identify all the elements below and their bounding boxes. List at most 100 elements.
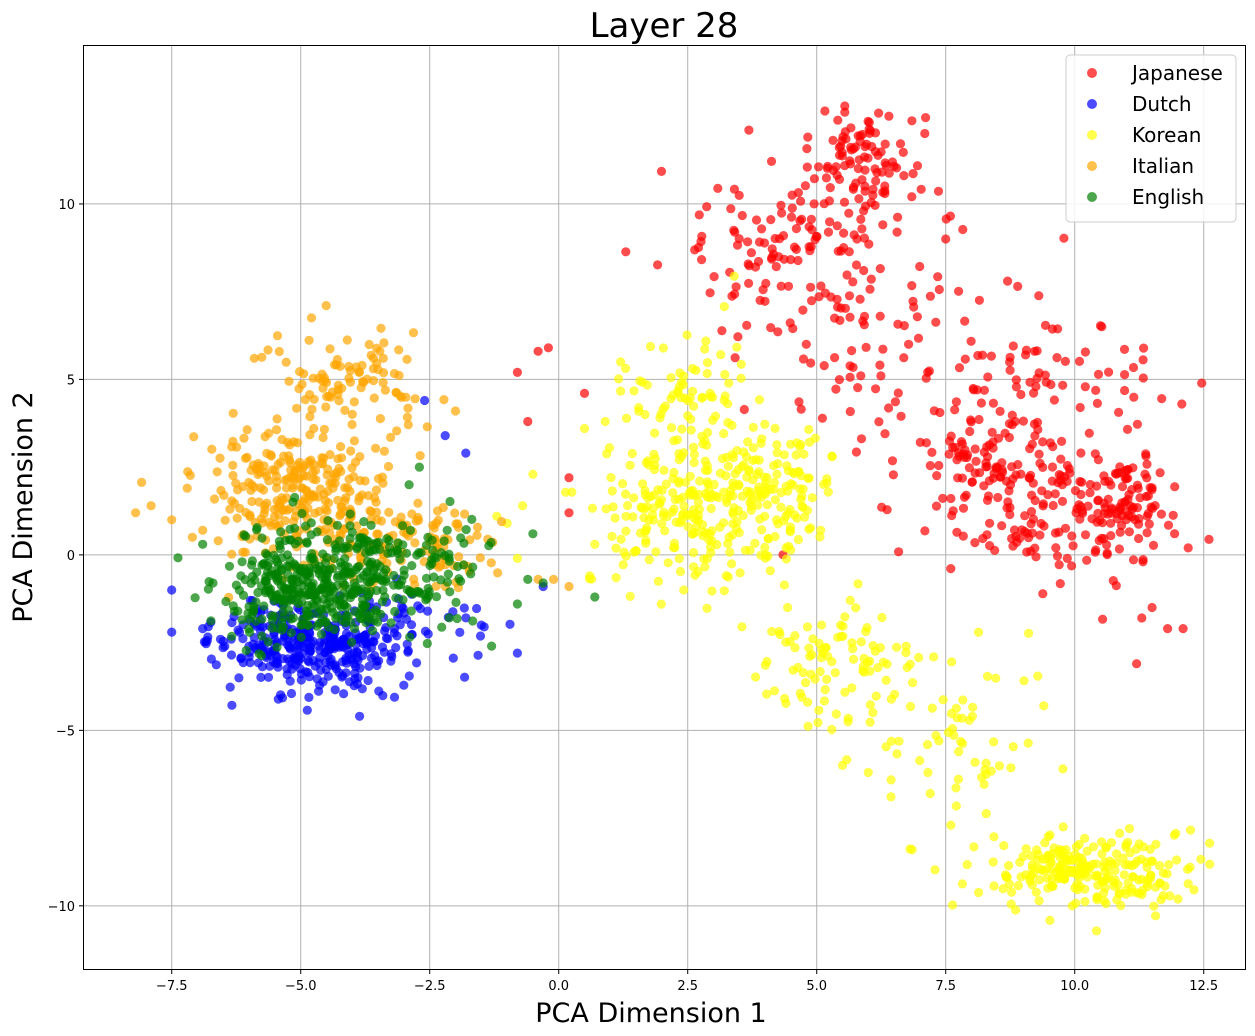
data-point: [1110, 468, 1120, 479]
data-point: [327, 583, 337, 594]
data-point: [614, 374, 624, 384]
data-point: [360, 476, 370, 486]
data-point: [505, 619, 515, 629]
data-point: [267, 611, 277, 621]
data-point: [874, 417, 884, 427]
data-point: [634, 403, 644, 413]
data-point: [921, 438, 932, 448]
data-point: [810, 674, 820, 684]
data-point: [1026, 851, 1036, 861]
data-point: [386, 618, 396, 628]
data-point: [399, 565, 409, 575]
data-point: [452, 613, 462, 624]
data-point: [420, 626, 431, 636]
data-point: [793, 534, 804, 545]
data-point: [915, 261, 925, 272]
data-point: [137, 477, 147, 487]
data-point: [305, 430, 315, 440]
data-point: [924, 366, 935, 376]
data-point: [263, 672, 274, 682]
data-point: [227, 700, 237, 710]
data-point: [375, 414, 385, 424]
data-point: [995, 406, 1005, 416]
data-point: [653, 260, 663, 270]
data-point: [702, 202, 712, 212]
data-point: [208, 578, 218, 588]
data-point: [239, 433, 249, 443]
data-point: [671, 517, 681, 527]
data-point: [362, 374, 372, 384]
data-point: [424, 587, 434, 597]
data-point: [760, 419, 770, 429]
data-point: [705, 288, 715, 298]
data-point: [1027, 880, 1037, 890]
data-point: [727, 559, 737, 569]
data-point: [272, 331, 283, 341]
data-point: [1057, 436, 1067, 446]
data-point: [431, 592, 442, 602]
data-point: [315, 653, 325, 663]
data-point: [1031, 552, 1041, 562]
x-tick-label: 0.0: [548, 979, 569, 994]
data-point: [725, 547, 735, 557]
data-point: [261, 549, 271, 559]
data-point: [896, 411, 906, 421]
data-point: [305, 459, 315, 469]
data-point: [1022, 547, 1032, 557]
data-point: [957, 713, 967, 723]
data-point: [428, 545, 438, 555]
data-point: [314, 373, 324, 383]
data-point: [781, 554, 792, 564]
data-point: [459, 603, 469, 613]
data-point: [675, 368, 685, 378]
data-point: [380, 626, 390, 636]
data-point: [786, 255, 796, 265]
data-point: [1148, 540, 1159, 551]
data-point: [1097, 322, 1107, 332]
data-point: [238, 634, 248, 644]
data-point: [290, 643, 300, 653]
data-point: [677, 424, 687, 434]
data-point: [925, 291, 936, 301]
data-point: [249, 353, 259, 363]
data-point: [451, 597, 461, 608]
data-point: [819, 696, 830, 706]
data-point: [349, 397, 359, 407]
data-point: [744, 466, 754, 476]
data-point: [406, 620, 417, 630]
data-point: [880, 139, 890, 149]
data-point: [844, 291, 855, 301]
data-point: [907, 281, 917, 291]
x-tick-label: 10.0: [1060, 979, 1089, 994]
data-point: [325, 657, 335, 667]
data-point: [1131, 844, 1141, 854]
data-point: [1039, 701, 1049, 711]
data-point: [1155, 468, 1165, 478]
data-point: [1157, 394, 1167, 404]
data-point: [783, 281, 794, 291]
data-point: [832, 221, 842, 231]
data-point: [189, 432, 199, 442]
data-point: [362, 576, 372, 587]
data-point: [621, 413, 632, 423]
data-point: [272, 414, 282, 424]
data-point: [338, 642, 348, 652]
data-point: [754, 395, 765, 405]
data-point: [422, 422, 432, 432]
data-point: [793, 188, 804, 198]
data-point: [378, 585, 388, 595]
data-point: [444, 613, 454, 623]
data-point: [814, 638, 824, 648]
data-point: [709, 272, 719, 282]
data-point: [748, 422, 758, 432]
data-point: [843, 717, 853, 727]
data-point: [974, 414, 984, 425]
data-point: [657, 519, 667, 529]
data-point: [814, 292, 824, 302]
data-point: [1023, 738, 1033, 748]
data-point: [1163, 624, 1173, 634]
data-point: [333, 495, 343, 505]
data-point: [791, 224, 802, 234]
data-point: [710, 411, 721, 421]
data-point: [668, 473, 678, 484]
